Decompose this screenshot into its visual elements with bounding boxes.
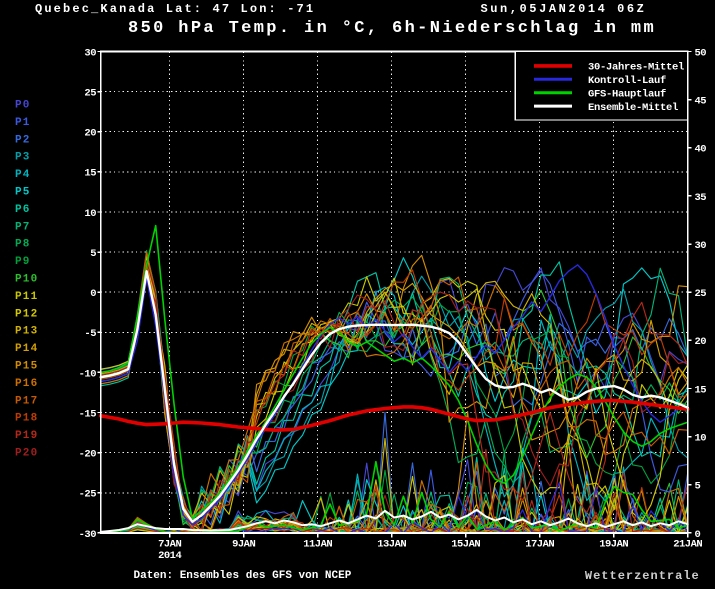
svg-text:P0: P0 bbox=[15, 100, 31, 112]
svg-text:-30: -30 bbox=[79, 529, 97, 541]
svg-text:GFS-Hauptlauf: GFS-Hauptlauf bbox=[588, 89, 666, 101]
svg-text:17JAN: 17JAN bbox=[525, 539, 554, 551]
svg-text:-25: -25 bbox=[79, 489, 97, 501]
svg-text:0: 0 bbox=[90, 288, 96, 300]
svg-text:13JAN: 13JAN bbox=[377, 539, 406, 551]
svg-text:P14: P14 bbox=[15, 343, 38, 355]
svg-text:P1: P1 bbox=[15, 117, 31, 129]
svg-text:Sun,05JAN2014 06Z: Sun,05JAN2014 06Z bbox=[481, 2, 647, 16]
svg-text:Quebec_Kanada Lat: 47 Lon: -7: Quebec_Kanada Lat: 47 Lon: -71 bbox=[35, 2, 315, 16]
svg-text:0: 0 bbox=[695, 529, 701, 541]
svg-text:10: 10 bbox=[84, 208, 96, 220]
svg-text:P20: P20 bbox=[15, 448, 38, 460]
svg-text:P15: P15 bbox=[15, 361, 38, 373]
svg-text:30-Jahres-Mittel: 30-Jahres-Mittel bbox=[588, 62, 684, 74]
svg-text:21JAN: 21JAN bbox=[673, 539, 702, 551]
svg-text:P5: P5 bbox=[15, 187, 31, 199]
svg-text:Kontroll-Lauf: Kontroll-Lauf bbox=[588, 75, 666, 87]
svg-text:2014: 2014 bbox=[158, 550, 181, 562]
svg-text:P9: P9 bbox=[15, 256, 31, 268]
svg-text:P19: P19 bbox=[15, 430, 38, 442]
svg-text:25: 25 bbox=[695, 288, 707, 300]
svg-text:P17: P17 bbox=[15, 395, 38, 407]
svg-text:50: 50 bbox=[695, 47, 707, 59]
svg-text:P16: P16 bbox=[15, 378, 38, 390]
svg-text:P11: P11 bbox=[15, 291, 38, 303]
svg-text:-5: -5 bbox=[84, 328, 96, 340]
svg-text:P2: P2 bbox=[15, 134, 31, 146]
svg-text:-20: -20 bbox=[79, 449, 97, 461]
svg-text:-10: -10 bbox=[79, 368, 97, 380]
svg-text:Daten: Ensembles des GFS von N: Daten: Ensembles des GFS von NCEP bbox=[134, 570, 352, 582]
svg-text:40: 40 bbox=[695, 144, 707, 156]
svg-text:P7: P7 bbox=[15, 221, 31, 233]
svg-text:-15: -15 bbox=[79, 408, 97, 420]
svg-text:Wetterzentrale: Wetterzentrale bbox=[585, 569, 700, 583]
svg-text:20: 20 bbox=[84, 128, 96, 140]
svg-text:P4: P4 bbox=[15, 169, 31, 181]
svg-text:P12: P12 bbox=[15, 308, 38, 320]
svg-text:Ensemble-Mittel: Ensemble-Mittel bbox=[588, 102, 678, 114]
svg-text:P18: P18 bbox=[15, 413, 38, 425]
svg-text:P8: P8 bbox=[15, 239, 31, 251]
svg-text:45: 45 bbox=[695, 96, 707, 108]
svg-text:9JAN: 9JAN bbox=[232, 539, 255, 551]
svg-text:15: 15 bbox=[84, 168, 96, 180]
svg-text:30: 30 bbox=[84, 47, 96, 59]
svg-text:19JAN: 19JAN bbox=[599, 539, 628, 551]
svg-text:15JAN: 15JAN bbox=[451, 539, 480, 551]
svg-text:850 hPa Temp. in °C, 6h-Nieder: 850 hPa Temp. in °C, 6h-Niederschlag in … bbox=[128, 19, 656, 38]
svg-text:P13: P13 bbox=[15, 326, 38, 338]
svg-text:20: 20 bbox=[695, 336, 707, 348]
svg-text:7JAN: 7JAN bbox=[158, 539, 181, 551]
svg-text:P6: P6 bbox=[15, 204, 31, 216]
svg-text:10: 10 bbox=[695, 433, 707, 445]
svg-text:P10: P10 bbox=[15, 274, 38, 286]
svg-text:25: 25 bbox=[84, 88, 96, 100]
svg-text:35: 35 bbox=[695, 192, 707, 204]
svg-text:5: 5 bbox=[695, 481, 701, 493]
svg-text:5: 5 bbox=[90, 248, 96, 260]
svg-text:30: 30 bbox=[695, 240, 707, 252]
svg-text:15: 15 bbox=[695, 384, 707, 396]
svg-text:11JAN: 11JAN bbox=[303, 539, 332, 551]
svg-text:P3: P3 bbox=[15, 152, 31, 164]
